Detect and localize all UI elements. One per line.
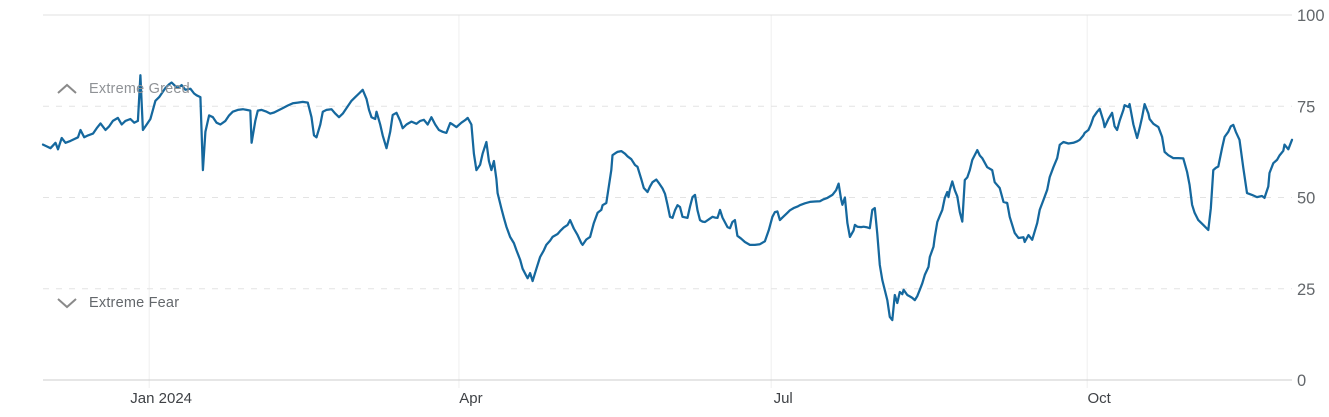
x-axis-label-jan-2024: Jan 2024 (130, 390, 192, 407)
x-axis-label-oct: Oct (1087, 390, 1111, 407)
x-axis-label-apr: Apr (459, 390, 482, 407)
y-axis-label-0: 0 (1297, 372, 1306, 390)
y-axis-label-75: 75 (1297, 98, 1315, 116)
y-axis-label-25: 25 (1297, 281, 1315, 299)
fear-greed-index-line[interactable] (41, 74, 1294, 322)
y-axis-label-100: 100 (1297, 7, 1325, 25)
y-axis-label-50: 50 (1297, 190, 1315, 208)
x-axis-label-jul: Jul (774, 390, 793, 407)
